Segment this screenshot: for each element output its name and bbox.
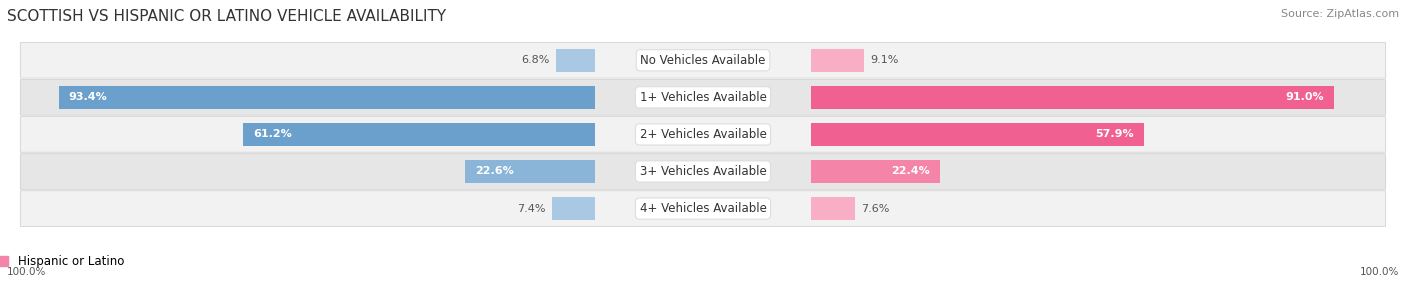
Legend: Scottish, Hispanic or Latino: Scottish, Hispanic or Latino (0, 250, 129, 273)
FancyBboxPatch shape (20, 80, 1386, 115)
Bar (555, 49, 595, 72)
Text: 6.8%: 6.8% (520, 55, 550, 65)
Text: 22.6%: 22.6% (475, 166, 513, 176)
Bar (811, 160, 939, 183)
FancyBboxPatch shape (20, 43, 1386, 78)
FancyBboxPatch shape (20, 117, 1386, 152)
Text: 1+ Vehicles Available: 1+ Vehicles Available (640, 91, 766, 104)
Bar (59, 86, 595, 109)
Text: 100.0%: 100.0% (1360, 267, 1399, 277)
Bar (811, 197, 855, 220)
Text: 22.4%: 22.4% (891, 166, 929, 176)
Text: 3+ Vehicles Available: 3+ Vehicles Available (640, 165, 766, 178)
Text: 61.2%: 61.2% (253, 130, 292, 139)
Text: SCOTTISH VS HISPANIC OR LATINO VEHICLE AVAILABILITY: SCOTTISH VS HISPANIC OR LATINO VEHICLE A… (7, 9, 446, 23)
Text: 93.4%: 93.4% (69, 92, 107, 102)
Bar (243, 123, 595, 146)
Text: 2+ Vehicles Available: 2+ Vehicles Available (640, 128, 766, 141)
Bar (811, 49, 863, 72)
Text: 7.4%: 7.4% (517, 204, 546, 214)
FancyBboxPatch shape (20, 154, 1386, 189)
Text: Source: ZipAtlas.com: Source: ZipAtlas.com (1281, 9, 1399, 19)
Bar (465, 160, 595, 183)
Text: 4+ Vehicles Available: 4+ Vehicles Available (640, 202, 766, 215)
Text: 57.9%: 57.9% (1095, 130, 1133, 139)
Bar (811, 86, 1334, 109)
Text: No Vehicles Available: No Vehicles Available (640, 54, 766, 67)
Text: 9.1%: 9.1% (870, 55, 898, 65)
Bar (553, 197, 595, 220)
Bar (811, 123, 1143, 146)
FancyBboxPatch shape (20, 191, 1386, 226)
Text: 100.0%: 100.0% (7, 267, 46, 277)
Text: 7.6%: 7.6% (862, 204, 890, 214)
Text: 91.0%: 91.0% (1285, 92, 1324, 102)
